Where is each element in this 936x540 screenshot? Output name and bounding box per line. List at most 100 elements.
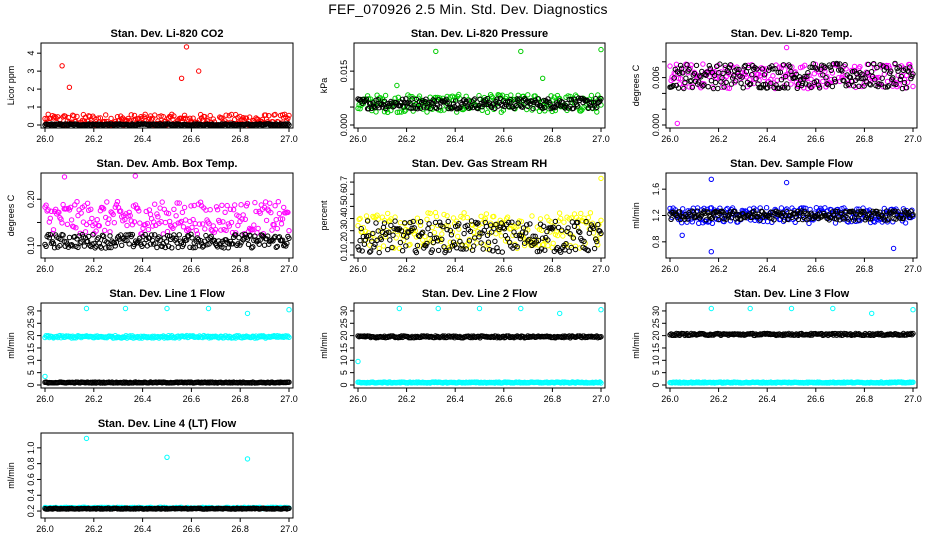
data-point xyxy=(770,73,776,79)
x-tick-label: 26.0 xyxy=(661,394,679,404)
data-point xyxy=(501,226,508,232)
data-point xyxy=(380,224,387,231)
data-point xyxy=(739,74,745,80)
data-point xyxy=(726,65,733,71)
data-point xyxy=(207,207,213,213)
data-point xyxy=(837,61,843,67)
y-axis-label: kPa xyxy=(319,78,329,94)
data-point xyxy=(518,305,524,312)
data-point xyxy=(910,307,916,313)
data-point xyxy=(384,103,390,110)
data-point xyxy=(148,232,155,238)
data-point xyxy=(856,217,862,223)
data-point xyxy=(567,231,573,237)
x-tick-label: 26.0 xyxy=(661,264,679,274)
data-point xyxy=(139,230,145,237)
data-point xyxy=(71,113,77,119)
data-point xyxy=(838,67,844,73)
data-point xyxy=(240,115,246,121)
x-tick-label: 27.0 xyxy=(904,394,922,404)
data-point xyxy=(190,216,196,223)
data-point xyxy=(392,218,398,224)
data-point xyxy=(760,82,767,88)
data-point xyxy=(238,202,244,208)
data-point xyxy=(156,234,162,240)
x-tick-label: 26.4 xyxy=(134,264,152,274)
data-point xyxy=(597,379,603,385)
data-point xyxy=(283,243,289,249)
data-point xyxy=(901,79,908,86)
data-point xyxy=(376,245,382,252)
data-point xyxy=(427,105,433,112)
data-point xyxy=(356,216,362,223)
data-point xyxy=(751,208,757,214)
x-tick-label: 26.8 xyxy=(231,134,249,144)
data-point xyxy=(684,62,690,68)
data-point xyxy=(708,78,715,84)
data-point xyxy=(828,67,834,74)
data-point xyxy=(774,77,780,84)
data-point xyxy=(177,220,184,226)
data-point xyxy=(538,227,545,234)
data-point xyxy=(240,212,246,218)
data-point xyxy=(244,310,251,317)
data-point xyxy=(386,229,392,236)
data-point xyxy=(719,208,725,214)
data-point xyxy=(884,84,891,90)
x-tick-label: 26.2 xyxy=(398,134,416,144)
data-point xyxy=(368,248,374,254)
data-point xyxy=(715,85,721,92)
data-point xyxy=(711,72,718,79)
y-tick-label: 15 xyxy=(339,343,349,353)
data-point xyxy=(249,245,255,251)
data-point xyxy=(173,213,179,219)
data-point xyxy=(830,212,837,218)
data-point xyxy=(507,239,513,246)
data-point xyxy=(538,104,545,110)
y-tick-label: 15 xyxy=(26,343,36,353)
y-tick-label: 20 xyxy=(651,331,661,341)
data-point xyxy=(783,44,790,51)
y-tick-label: 5 xyxy=(339,370,349,375)
data-point xyxy=(552,218,559,225)
data-point xyxy=(504,214,511,220)
data-point xyxy=(535,96,542,102)
data-point xyxy=(745,64,752,71)
data-point xyxy=(429,247,435,253)
data-point xyxy=(490,248,496,254)
data-point xyxy=(883,62,890,69)
data-point xyxy=(193,227,200,234)
data-point xyxy=(202,114,208,120)
data-point xyxy=(357,215,363,222)
series-secondary xyxy=(355,95,604,112)
data-point xyxy=(284,334,290,340)
x-tick-label: 26.8 xyxy=(231,394,249,404)
data-point xyxy=(483,211,490,217)
data-point xyxy=(433,105,440,112)
data-point xyxy=(396,109,403,115)
data-point xyxy=(66,84,73,91)
x-tick-label: 27.0 xyxy=(904,134,922,144)
data-point xyxy=(598,175,604,182)
data-point xyxy=(424,240,430,247)
y-tick-label: 1 xyxy=(26,105,36,110)
data-point xyxy=(823,75,829,81)
y-tick-label: 0.5 xyxy=(339,200,349,213)
data-point xyxy=(883,65,890,71)
data-point xyxy=(200,244,206,250)
data-point xyxy=(687,78,693,85)
data-point xyxy=(595,242,601,248)
y-axis-label: ml/min xyxy=(319,332,329,359)
data-point xyxy=(539,235,546,241)
data-point xyxy=(575,103,581,109)
data-point xyxy=(430,97,436,103)
data-point xyxy=(563,241,569,247)
data-point xyxy=(433,213,440,220)
y-tick-label: 0 xyxy=(339,382,349,387)
data-point xyxy=(908,330,914,337)
data-point xyxy=(598,230,604,237)
data-point xyxy=(56,209,62,216)
data-point xyxy=(433,48,439,55)
data-point xyxy=(277,216,284,222)
